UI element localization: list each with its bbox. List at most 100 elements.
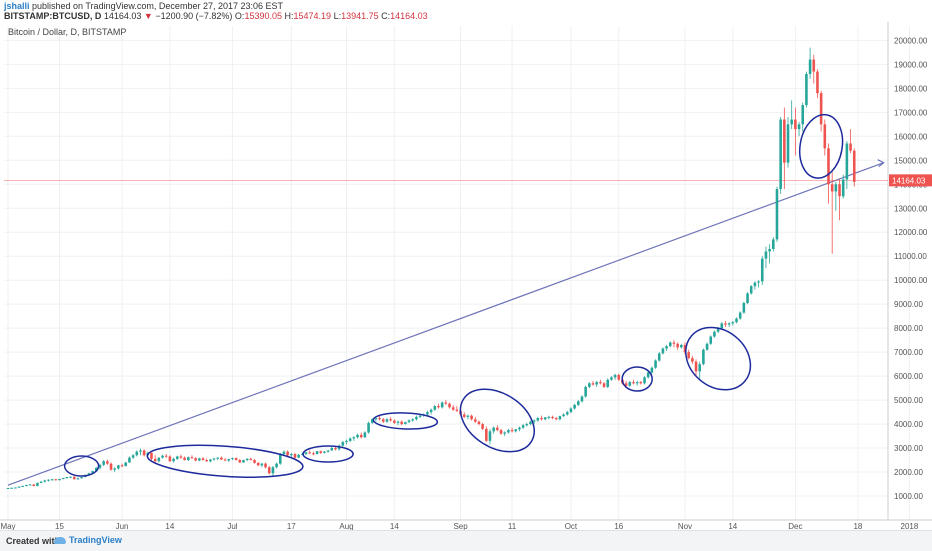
candle-body	[668, 342, 672, 347]
candle-body	[665, 346, 668, 349]
candle-body	[591, 383, 595, 385]
time-tick-label: 11	[508, 522, 517, 530]
candle-body	[448, 403, 451, 408]
candle-body	[466, 415, 470, 417]
candle-body	[827, 148, 830, 185]
time-tick-label: Dec	[788, 522, 802, 530]
chart-area[interactable]: Bitcoin / Dollar, D, BITSTAMP 1000.00 200…	[0, 22, 932, 531]
change-arrow-icon: ▼	[143, 11, 153, 21]
price-tick-label: 16000.00	[894, 132, 928, 141]
candle-body	[39, 481, 43, 483]
annotation-ellipses	[63, 113, 844, 478]
price-tick-label: 7000.00	[894, 348, 923, 357]
candle-body	[565, 412, 569, 415]
candle-body	[6, 487, 10, 489]
candle-body	[238, 460, 242, 463]
candle-body	[194, 458, 197, 461]
time-tick-label: Nov	[678, 522, 692, 530]
candle-body	[529, 421, 532, 425]
candle-body	[650, 367, 654, 373]
candle-body	[153, 458, 157, 462]
candle-body	[220, 457, 223, 460]
candle-body	[727, 323, 731, 325]
candle-body	[705, 343, 709, 350]
candle-body	[124, 462, 128, 467]
trendline-segment	[7, 162, 884, 486]
candle-body	[363, 432, 367, 438]
tradingview-brand: TradingView	[69, 535, 122, 545]
candle-body	[779, 119, 782, 190]
candle-body	[304, 452, 308, 455]
time-axis[interactable]: May 15 Jun 14 Jul 17 Aug 14 Sep 11 Oct 16 Nov 14 Dec 18…	[0, 522, 918, 531]
candle-body	[106, 461, 109, 464]
candle-body	[356, 434, 359, 438]
candle-body	[330, 448, 334, 451]
symbol-name: BITSTAMP:BTCUSD, D	[4, 11, 102, 21]
candle-body	[661, 348, 665, 354]
open-value: 15390.05	[244, 11, 282, 21]
candle-body	[32, 484, 36, 486]
candle-body	[790, 119, 793, 125]
candle-body	[760, 258, 764, 282]
candle-body	[95, 467, 98, 472]
candle-body	[209, 459, 212, 462]
candle-body	[212, 458, 216, 460]
candle-body	[164, 455, 168, 457]
candle-body	[80, 477, 83, 479]
candle-body	[131, 455, 135, 458]
candle-body	[588, 383, 591, 387]
candle-body	[172, 458, 175, 462]
cloud-icon	[54, 537, 66, 545]
candle-body	[470, 415, 473, 420]
candle-body	[249, 458, 253, 461]
candle-body	[823, 124, 827, 149]
candle-body	[580, 396, 584, 402]
candle-body	[113, 468, 116, 470]
candle-body	[775, 189, 779, 240]
price-axis[interactable]: 1000.00 2000.00 3000.00 4000.00 5000.00 6000.…	[889, 36, 932, 501]
candle-body	[617, 374, 621, 380]
candle-body	[76, 478, 80, 480]
candle-body	[334, 448, 337, 450]
candle-body	[532, 420, 536, 422]
candle-body	[275, 463, 278, 468]
candle-body	[216, 457, 220, 459]
candle-body	[231, 458, 234, 460]
candle-body	[768, 249, 771, 252]
price-tick-label: 2000.00	[894, 468, 923, 477]
candle-body	[757, 281, 760, 283]
candle-body	[326, 450, 330, 452]
candle-body	[444, 402, 448, 404]
candle-body	[477, 421, 481, 425]
candle-body	[808, 59, 812, 74]
time-tick-label: 15	[55, 522, 64, 530]
candle-body	[319, 451, 323, 453]
candle-body	[370, 419, 374, 423]
candle-body	[36, 482, 39, 486]
candle-body	[54, 479, 58, 481]
candle-body	[764, 251, 768, 259]
candle-body	[186, 457, 190, 461]
price-tick-label: 11000.00	[894, 252, 927, 261]
author-link[interactable]: jshalli	[4, 1, 30, 11]
candle-body	[812, 59, 816, 72]
candle-body	[411, 419, 415, 421]
candle-body	[834, 184, 838, 192]
candle-body	[47, 479, 50, 481]
candle-body	[554, 418, 558, 420]
candle-body	[58, 478, 61, 481]
candle-body	[385, 419, 389, 422]
candle-body	[830, 184, 834, 192]
candle-body	[234, 458, 238, 461]
tradingview-logo[interactable]: TradingView	[54, 535, 122, 545]
candle-body	[256, 462, 260, 466]
candlestick-chart[interactable]: Bitcoin / Dollar, D, BITSTAMP 1000.00 200…	[0, 22, 932, 531]
annotation-ellipse	[372, 412, 439, 430]
candle-body	[139, 450, 142, 452]
candle-body	[632, 382, 635, 384]
candle-body	[543, 417, 547, 420]
candle-body	[525, 424, 529, 426]
candle-body	[584, 386, 587, 397]
candle-body	[694, 361, 698, 372]
candle-body	[223, 459, 227, 461]
